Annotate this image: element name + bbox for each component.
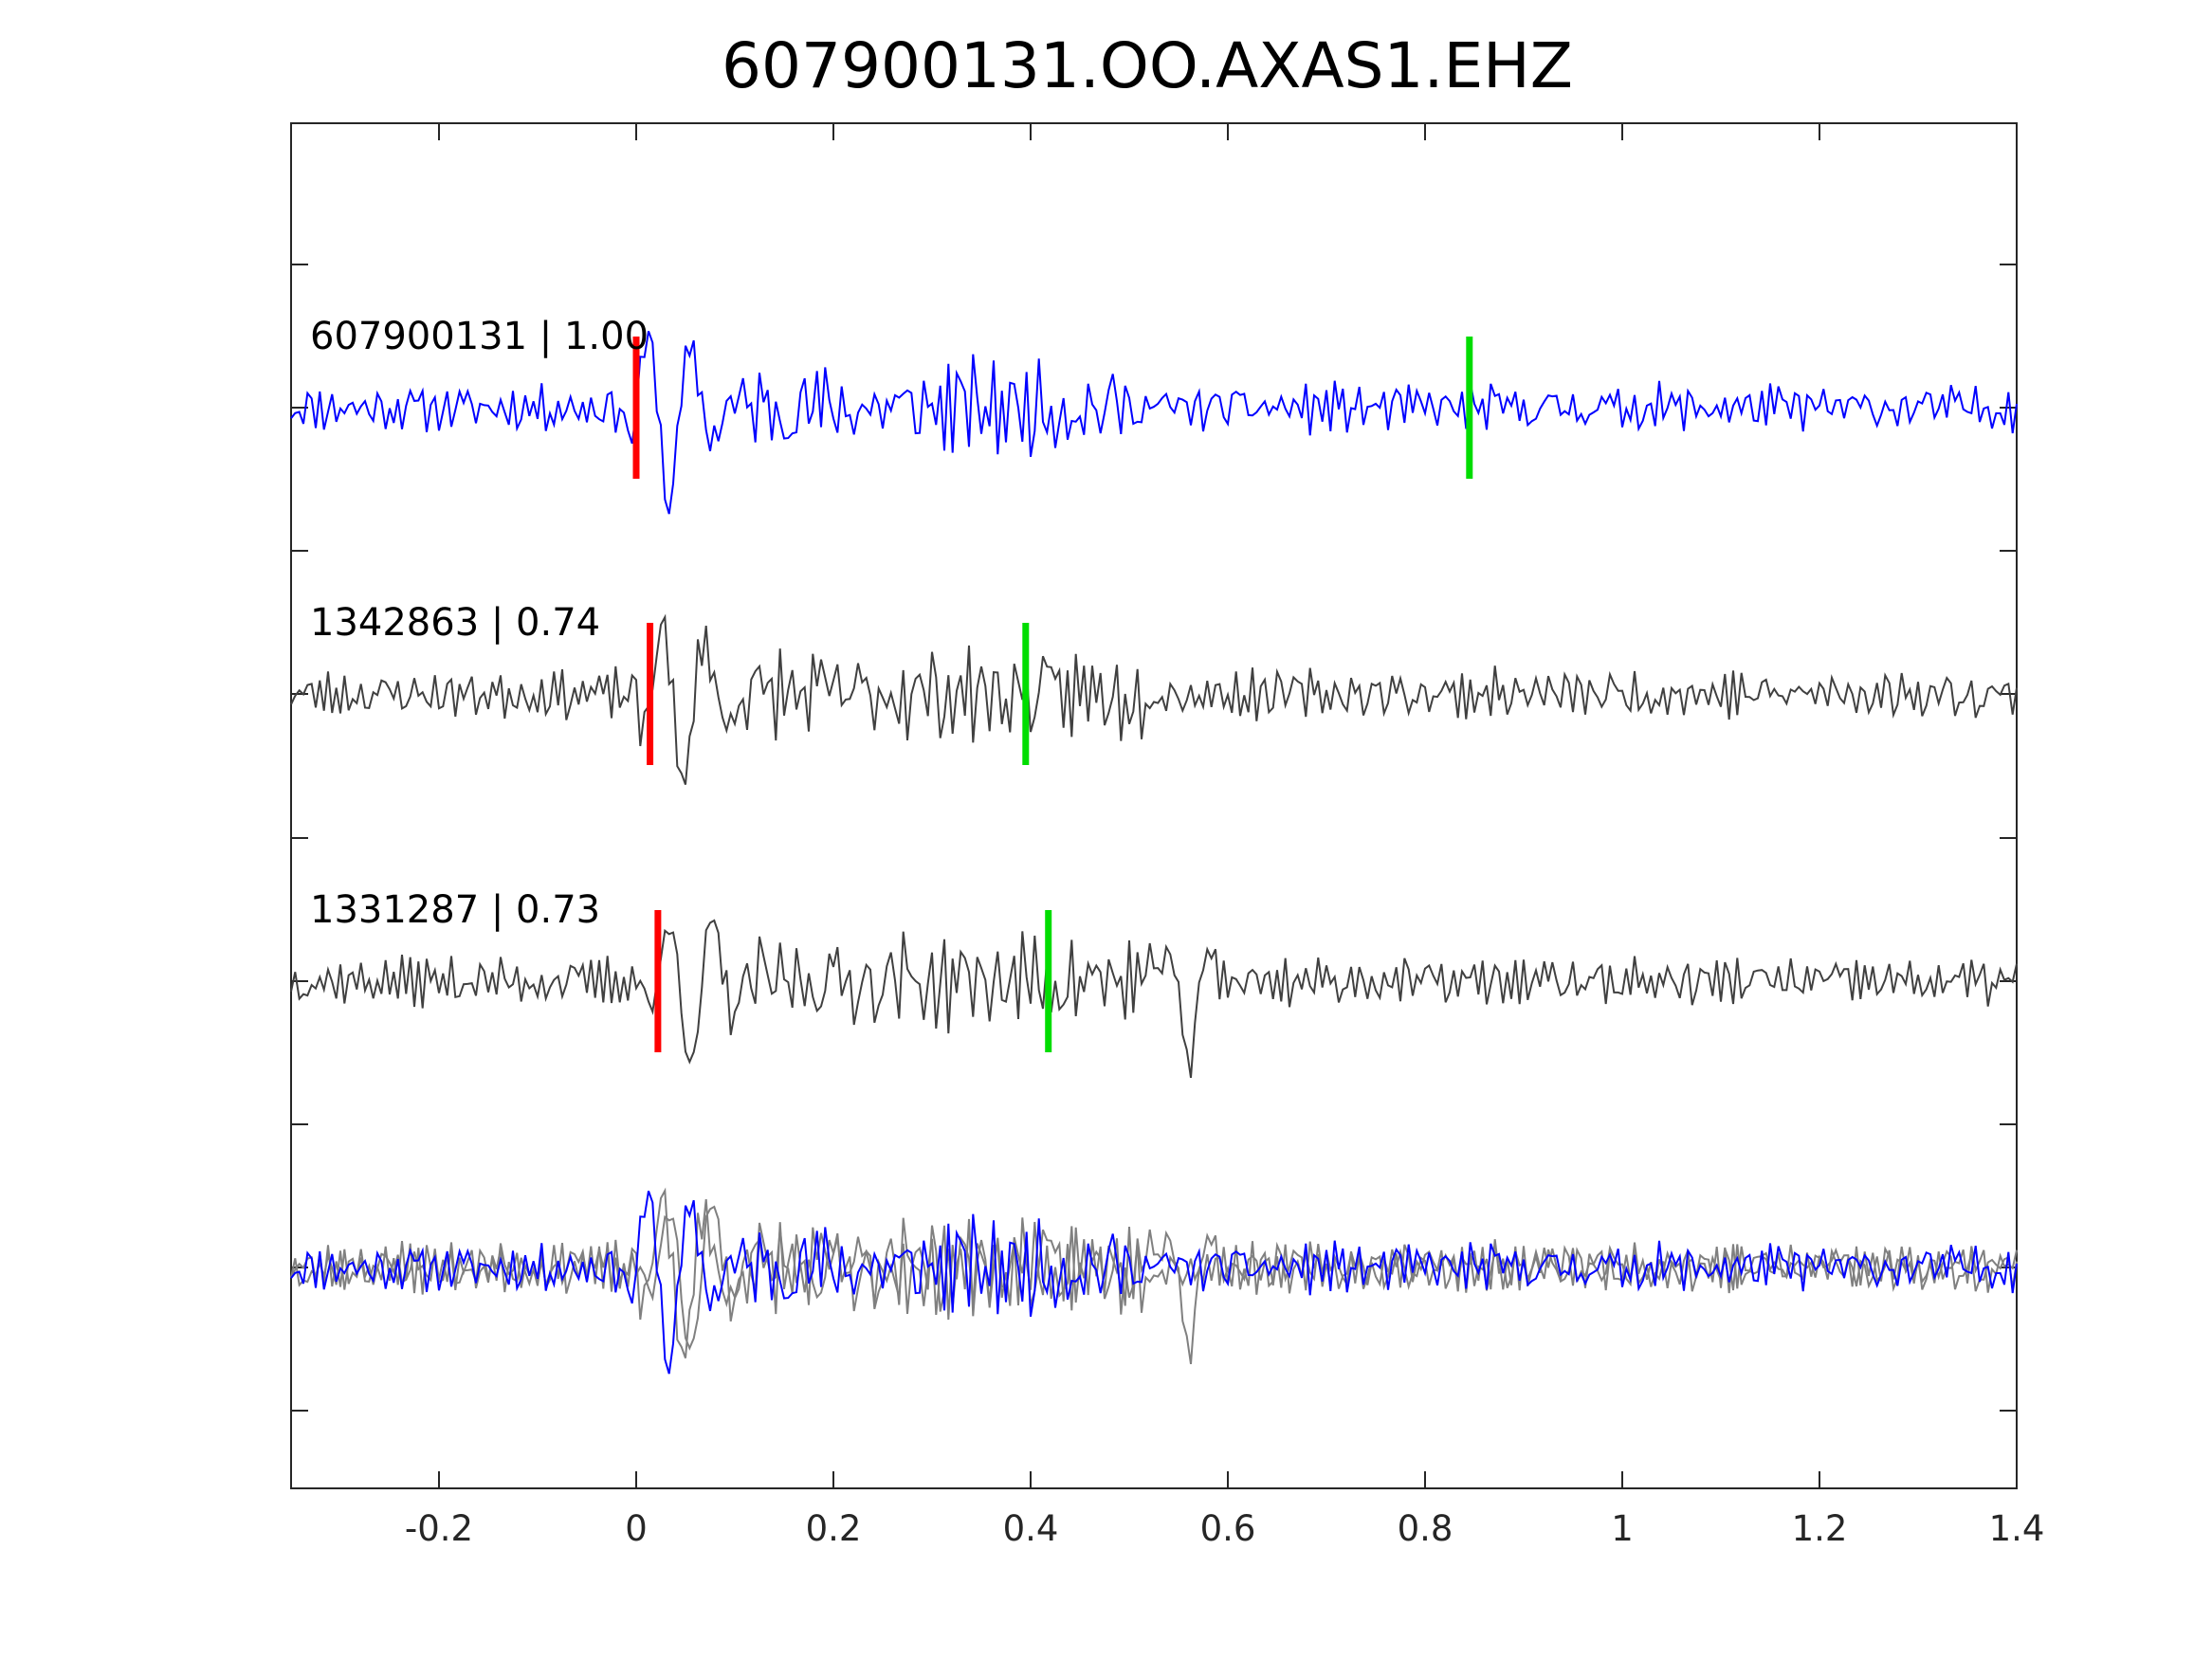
- x-tick-label: 1.2: [1792, 1508, 1848, 1549]
- x-tick-label: 0.4: [1003, 1508, 1059, 1549]
- trace-labels: 607900131 | 1.00 1342863 | 0.74 1331287 | …: [310, 315, 649, 932]
- overlay-trace: [290, 1205, 2018, 1365]
- chart-title: 607900131.OO.AXAS1.EHZ: [722, 29, 1573, 102]
- traces-group: [290, 330, 2018, 1079]
- overlay-group: [290, 1187, 2018, 1375]
- x-tick-label: 1: [1611, 1508, 1634, 1549]
- x-tick-label: 1.4: [1989, 1508, 2045, 1549]
- trace-label: 607900131 | 1.00: [310, 315, 649, 358]
- plot-frame: [290, 122, 2018, 1489]
- picks-group: [632, 337, 1473, 1052]
- x-tick-label: 0.6: [1200, 1508, 1256, 1549]
- x-tick-label: 0.8: [1398, 1508, 1453, 1549]
- x-axis: -0.2 0 0.2 0.4 0.6 0.8 1 1.2 1.4: [405, 123, 2045, 1549]
- x-tick-label: -0.2: [405, 1508, 473, 1549]
- trace-line: [290, 330, 2018, 515]
- trace-line: [290, 613, 2018, 785]
- y-axis: [291, 264, 2017, 1412]
- x-tick-label: 0.2: [806, 1508, 862, 1549]
- trace-label: 1331287 | 0.73: [310, 888, 600, 932]
- trace-line: [290, 919, 2018, 1079]
- overlay-template-trace: [290, 1190, 2018, 1375]
- x-tick-label: 0: [625, 1508, 648, 1549]
- trace-label: 1342863 | 0.74: [310, 601, 600, 645]
